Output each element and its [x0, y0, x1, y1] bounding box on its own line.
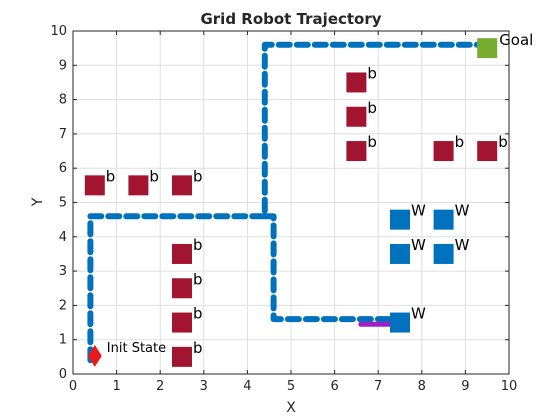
start-marker: [87, 344, 102, 367]
w-block-label: W: [411, 236, 426, 254]
b-block-label: b: [149, 167, 159, 185]
b-block-label: b: [498, 133, 508, 151]
b-block: [84, 175, 105, 196]
y-tick-label: 0: [59, 367, 67, 382]
b-block-label: b: [193, 236, 203, 254]
b-block: [128, 175, 149, 196]
w-block: [390, 243, 410, 264]
x-tick-label: 8: [418, 379, 426, 394]
y-tick-label: 8: [59, 93, 67, 108]
x-tick-label: 4: [243, 379, 251, 394]
chart-title: Grid Robot Trajectory: [200, 10, 381, 28]
b-block-label: b: [193, 339, 203, 357]
x-tick-label: 5: [287, 379, 295, 394]
y-tick-label: 4: [59, 230, 67, 245]
w-block-label: W: [455, 236, 470, 254]
y-tick-label: 9: [59, 58, 67, 73]
b-block-label: b: [193, 167, 203, 185]
b-block: [172, 278, 192, 299]
x-axis-label: X: [286, 400, 296, 416]
w-block-label: W: [411, 202, 426, 220]
b-block: [172, 243, 192, 264]
goal-marker: [477, 38, 498, 59]
b-block: [433, 141, 454, 162]
y-tick-label: 6: [59, 161, 67, 176]
w-block: [433, 209, 454, 230]
b-block-label: b: [455, 133, 465, 151]
w-block: [390, 312, 410, 333]
y-tick-label: 7: [59, 127, 67, 142]
w-block: [390, 209, 410, 230]
y-tick-label: 2: [59, 298, 67, 313]
axis-ticks: 0 1 2 3 4 5 6 7 8 9 10 0 1 2 3 4 5 6 7 8 9 10: [50, 24, 517, 394]
x-tick-label: 0: [69, 379, 77, 394]
b-block-label: b: [193, 305, 203, 323]
b-block: [477, 141, 498, 162]
x-tick-label: 9: [461, 379, 469, 394]
y-tick-label: 1: [59, 333, 67, 348]
b-block: [346, 141, 367, 162]
goal-label: Goal: [499, 31, 533, 49]
x-tick-label: 1: [112, 379, 120, 394]
y-axis-label: Y: [30, 197, 46, 207]
b-block-label: b: [367, 64, 377, 82]
b-block-label: b: [367, 133, 377, 151]
b-block: [346, 72, 367, 93]
b-block: [172, 346, 192, 367]
w-block-label: W: [455, 202, 470, 220]
b-block-label: b: [106, 167, 116, 185]
y-tick-label: 3: [59, 264, 67, 279]
b-block-label: b: [193, 270, 203, 288]
w-block-label: W: [411, 305, 426, 323]
x-tick-label: 3: [200, 379, 208, 394]
x-tick-label: 6: [330, 379, 338, 394]
b-block-label: b: [367, 99, 377, 117]
b-block: [172, 175, 192, 196]
y-tick-label: 5: [59, 196, 67, 211]
x-tick-label: 7: [374, 379, 382, 394]
start-label: Init State: [107, 341, 166, 356]
blocks-layer: [84, 38, 498, 367]
b-block: [172, 312, 192, 333]
y-tick-label: 10: [50, 24, 67, 39]
x-tick-label: 2: [156, 379, 164, 394]
w-block: [433, 243, 454, 264]
x-tick-label: 10: [501, 379, 518, 394]
b-block: [346, 106, 367, 127]
trajectory-offshoot-path: [261, 213, 399, 323]
